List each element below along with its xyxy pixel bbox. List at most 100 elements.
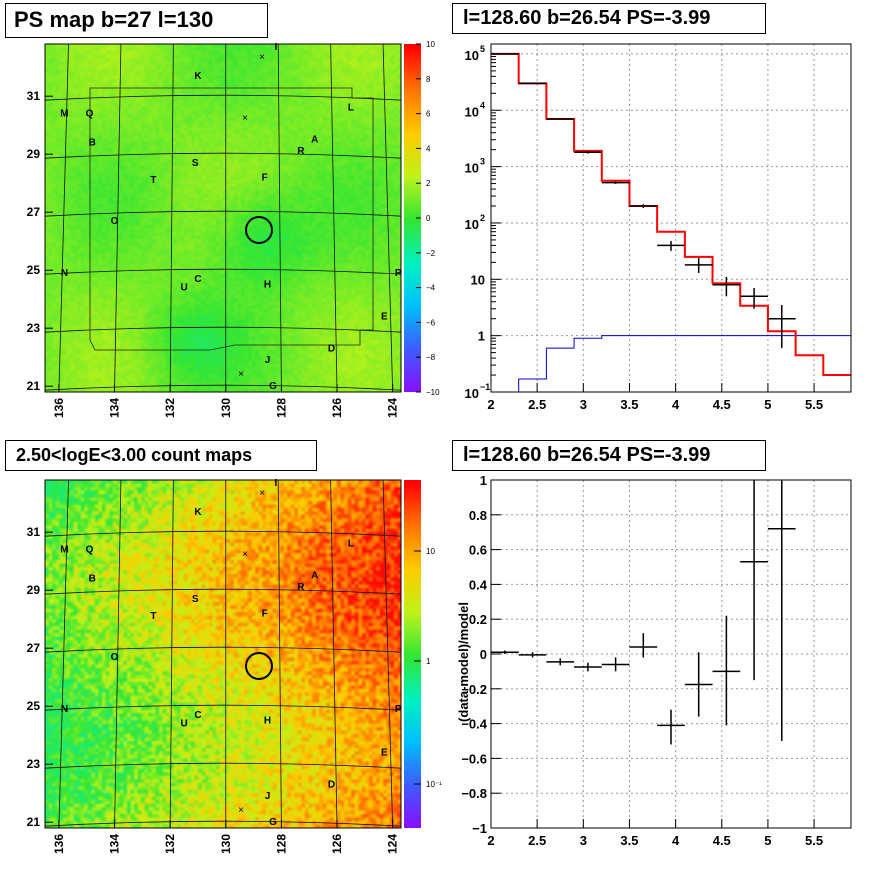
ps-map-source-labels: K I M Q L B AR S F T O N UC H P E D J G × × × [60, 42, 402, 392]
source-label-Q: Q [86, 109, 94, 120]
x-tick-label: 5.5 [805, 397, 823, 412]
x-tick-label: 126 [330, 834, 344, 854]
ps-map-heatmap [45, 44, 401, 392]
x-tick-label: 134 [108, 398, 122, 418]
source-label-G: G [269, 817, 277, 828]
source-cross-marker: × [238, 805, 244, 816]
colorbar-tick-label: 4 [426, 144, 431, 153]
source-label-S: S [192, 594, 199, 605]
br-title: l=128.60 b=26.54 PS=-3.99 [452, 440, 766, 471]
colorbar-tick-label: 8 [426, 75, 431, 84]
source-label-N: N [61, 704, 68, 715]
y-tick-label: 25 [27, 263, 41, 277]
y-tick-label: 23 [27, 757, 41, 771]
colorbar-tick-label: 10 [426, 40, 435, 49]
longitude-gridline [114, 479, 122, 829]
count-map-coordinate-grid [44, 479, 402, 829]
total-model-histogram [491, 52, 851, 377]
x-tick-label: 132 [163, 398, 177, 418]
source-label-I: I [274, 42, 277, 53]
source-label-A: A [311, 571, 318, 582]
colorbar-tick-label: −4 [426, 284, 436, 293]
source-label-O: O [111, 652, 119, 663]
colorbar-tick-label: 2 [426, 179, 431, 188]
colorbar-tick-label: 0 [426, 214, 431, 223]
x-tick-label: 2.5 [528, 397, 546, 412]
x-tick-label: 130 [219, 398, 233, 418]
y-tick-label: 0 [480, 647, 487, 662]
source-label-D: D [328, 343, 335, 354]
y-tick-label: 21 [27, 379, 41, 393]
x-tick-label: 132 [163, 834, 177, 854]
colorbar-tick-label: 10⁻¹ [426, 780, 442, 789]
source-label-I: I [274, 478, 277, 489]
y-tick-base: 10 [465, 161, 479, 176]
y-tick-label: 23 [27, 321, 41, 335]
y-tick-base: 10 [465, 104, 479, 119]
residual-ylabel: (data-model)/model [456, 602, 471, 722]
source-label-E: E [381, 748, 388, 759]
source-label-F: F [262, 172, 268, 183]
colorbar-tick-label: −6 [426, 318, 436, 327]
longitude-gridline [277, 43, 282, 393]
y-tick-exponent: −1 [480, 382, 490, 392]
latitude-gridline [44, 762, 402, 769]
source-label-L: L [348, 103, 354, 114]
latitude-gridline [44, 152, 402, 159]
x-tick-label: 5.5 [805, 833, 823, 848]
source-cross-marker: × [242, 549, 248, 560]
source-label-G: G [269, 381, 277, 392]
x-tick-label: 130 [219, 834, 233, 854]
tl-title: PS map b=27 l=130 [5, 3, 268, 38]
y-tick-label: −1 [472, 821, 487, 836]
colorbar-tick-label: 1 [426, 657, 431, 666]
x-tick-label: 4.5 [713, 397, 731, 412]
spectrum-series [491, 52, 851, 392]
y-tick-label: 27 [27, 205, 41, 219]
source-label-U: U [180, 283, 187, 294]
count-map-source-circle [245, 652, 273, 680]
ps-map-source-circle [245, 216, 273, 244]
y-tick-label: −0.2 [461, 682, 487, 697]
longitude-gridline [114, 43, 122, 393]
source-cross-marker: × [259, 488, 265, 499]
x-tick-label: 136 [52, 398, 66, 418]
y-tick-label: −0.6 [461, 751, 487, 766]
count-map-frame [44, 479, 402, 829]
x-tick-label: 2 [487, 397, 494, 412]
latitude-gridline [44, 384, 402, 391]
x-tick-label: 4 [672, 397, 680, 412]
background-model-histogram [518, 335, 851, 392]
bl-title: 2.50<logE<3.00 count maps [5, 440, 317, 471]
source-label-M: M [60, 545, 68, 556]
ps-map-colorbar [404, 44, 421, 392]
y-tick-exponent: 5 [480, 44, 485, 54]
spectrum-frame [490, 43, 852, 393]
ps-map-frame [44, 43, 402, 393]
y-tick-label: 21 [27, 815, 41, 829]
longitude-gridline [330, 43, 338, 393]
residual-grid [491, 480, 851, 828]
source-label-J: J [265, 791, 271, 802]
longitude-gridline [58, 479, 69, 829]
source-label-M: M [60, 109, 68, 120]
colorbar-tick-label: −8 [426, 353, 436, 362]
y-tick-label: 0.8 [469, 508, 487, 523]
source-label-K: K [194, 71, 202, 82]
x-tick-label: 5 [764, 833, 771, 848]
source-label-A: A [311, 135, 318, 146]
x-tick-label: 124 [386, 398, 400, 418]
count-map-axes: 136 134 132 130 128 126 124 31 29 27 25 23 21 [27, 525, 400, 854]
y-tick-exponent: 4 [480, 100, 485, 110]
source-label-T: T [150, 175, 156, 186]
residual-series [491, 480, 796, 745]
longitude-gridline [169, 479, 174, 829]
source-label-B: B [89, 574, 96, 585]
latitude-gridline [44, 646, 402, 653]
y-tick-exponent: 2 [480, 213, 485, 223]
y-tick-label: 31 [27, 525, 41, 539]
source-label-R: R [297, 146, 305, 157]
source-label-N: N [61, 268, 68, 279]
latitude-gridline [44, 820, 402, 827]
source-cross-marker: × [259, 52, 265, 63]
